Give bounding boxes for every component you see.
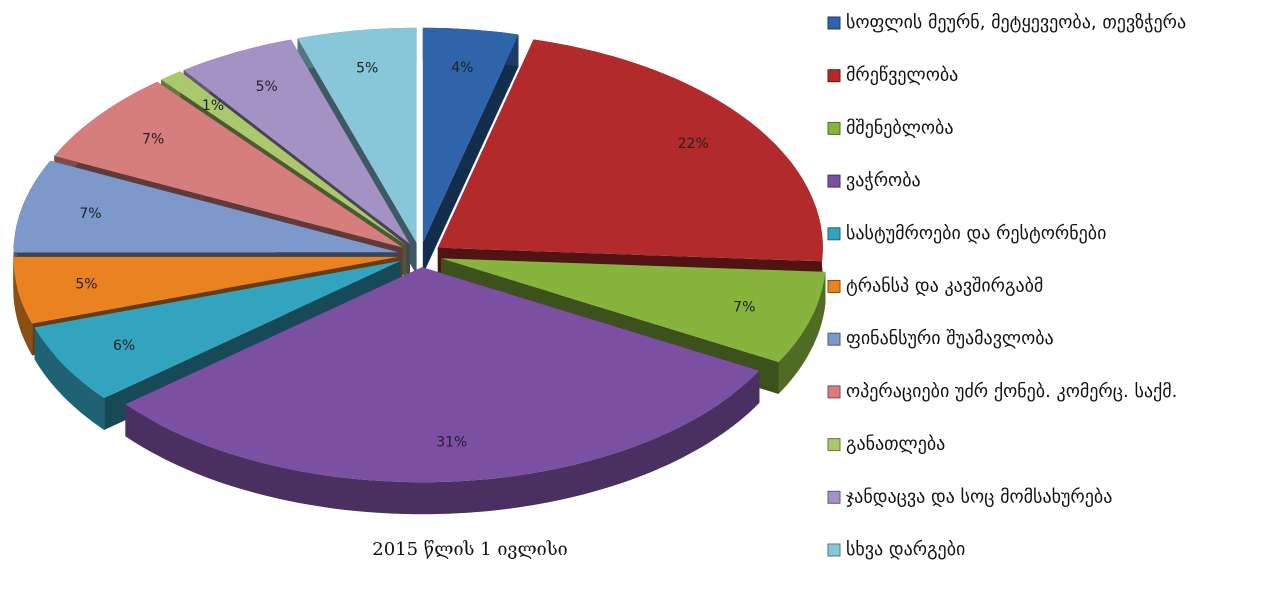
slice <box>13 160 399 253</box>
legend-swatch <box>827 490 841 504</box>
legend-label: ვაჭრობა <box>846 170 921 191</box>
slice <box>125 267 760 483</box>
legend-swatch <box>827 121 841 135</box>
slice-side <box>422 34 519 275</box>
slice <box>297 27 417 243</box>
legend-swatch <box>827 69 841 83</box>
slice-label: 7% <box>79 206 101 222</box>
slice <box>437 39 823 262</box>
legend-swatch <box>827 385 841 399</box>
legend-swatch <box>827 332 841 346</box>
legend-label: სასტუმროები და რესტორნები <box>846 223 1106 244</box>
legend-label: ჯანდაცვა და სოც მომსახურება <box>846 486 1112 507</box>
legend-swatch <box>827 227 841 241</box>
legend-label: სხვა დარგები <box>846 539 965 560</box>
slice-label: 5% <box>356 61 378 77</box>
chart-caption: 2015 წლის 1 ივლისი <box>372 539 567 560</box>
slice-label: 7% <box>733 300 755 316</box>
slice <box>441 258 826 362</box>
slice-side <box>778 271 826 394</box>
slice <box>34 260 401 398</box>
slice-side <box>13 256 33 356</box>
slice <box>161 71 407 246</box>
legend-label: მრეწველობა <box>846 65 958 86</box>
slice <box>54 81 403 248</box>
slice-label: 5% <box>75 277 97 293</box>
slice-label: 4% <box>451 60 473 76</box>
slice-side <box>125 370 760 515</box>
legend-label: ფინანსური შუამავლობა <box>846 328 1054 349</box>
legend-swatch <box>827 280 841 293</box>
slice-label: 6% <box>113 338 135 354</box>
legend-swatch <box>827 543 841 557</box>
legend-label: ტრანსპ და კავშირგაბმ <box>846 276 1043 297</box>
slice <box>422 27 519 243</box>
legend-swatch <box>827 16 841 30</box>
slice-label: 7% <box>142 131 164 147</box>
slice-label: 5% <box>256 79 278 95</box>
slice <box>13 256 399 324</box>
slice-side <box>34 327 105 430</box>
legend-label: განათლება <box>846 434 945 455</box>
slice-label: 22% <box>678 136 709 152</box>
slice-label: 31% <box>436 435 467 451</box>
slice-label: 1% <box>202 98 224 114</box>
legend-swatch <box>827 174 841 188</box>
legend-label: მშენებლობა <box>846 117 954 138</box>
legend-label: ოპერაციები უძრ ქონებ. კომერც. საქმ. <box>846 381 1177 402</box>
slice <box>183 39 410 245</box>
legend-label: სოფლის მეურნ, მეტყევეობა, თევზჭერა <box>846 12 1186 33</box>
legend-swatch <box>827 438 841 452</box>
